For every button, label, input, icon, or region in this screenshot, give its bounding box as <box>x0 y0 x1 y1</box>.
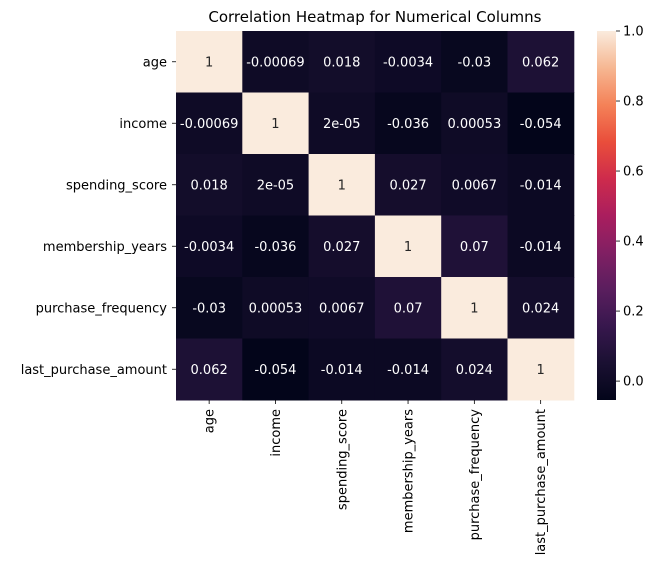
cell-annotation: -0.0034 <box>383 55 433 70</box>
cell-annotation: -0.014 <box>520 178 562 193</box>
cell-annotation: 1 <box>205 55 213 70</box>
cell-annotation: -0.054 <box>520 117 562 132</box>
heatmap-cell <box>308 277 376 339</box>
heatmap-cell <box>507 31 575 93</box>
heatmap-cell <box>441 338 508 401</box>
heatmap-cell <box>507 92 575 155</box>
colorbar-tick-label: 0.0 <box>623 375 644 390</box>
cell-annotation: -0.03 <box>458 55 492 70</box>
cell-annotation: 0.062 <box>522 55 559 70</box>
cell-annotation: 1 <box>338 178 346 193</box>
y-tick-label: income <box>119 117 167 132</box>
x-tick-label: purchase_frequency <box>468 409 483 541</box>
y-tick-label: membership_years <box>43 240 167 255</box>
heatmap-cell <box>176 338 243 401</box>
cell-annotation: 0.018 <box>323 55 360 70</box>
x-axis: age income spending_score membership_years p… <box>203 400 549 555</box>
heatmap-cell <box>242 215 310 278</box>
heatmap-cell <box>441 92 508 155</box>
heatmap-cell <box>374 92 442 155</box>
cell-annotation: 1 <box>404 240 412 255</box>
heatmap-cell <box>507 154 575 216</box>
x-tick-label: membership_years <box>402 409 417 533</box>
cell-annotation: 0.0067 <box>319 301 365 316</box>
x-tick-label: income <box>269 409 284 457</box>
cell-annotation: 0.024 <box>522 301 559 316</box>
cell-annotation: 0.07 <box>394 301 423 316</box>
cell-annotation: -0.03 <box>192 301 226 316</box>
cell-annotation: 1 <box>271 117 279 132</box>
x-tick-label: age <box>203 409 218 433</box>
colorbar-tick-label: 0.4 <box>623 235 644 250</box>
y-tick-label: purchase_frequency <box>36 301 168 316</box>
y-tick-label: last_purchase_amount <box>21 363 167 378</box>
heatmap-cell <box>441 31 508 93</box>
heatmap-cell <box>242 277 310 339</box>
y-axis: age income spending_score membership_yearsp… <box>21 55 176 378</box>
heatmap-cell <box>507 338 575 401</box>
cell-annotation: -0.036 <box>254 240 296 255</box>
colorbar-gradient <box>597 31 616 400</box>
cell-annotation: -0.00069 <box>246 55 304 70</box>
heatmap-cell <box>308 338 376 401</box>
heatmap-cell <box>374 277 442 339</box>
heatmap-cell <box>308 215 376 278</box>
heatmap-cell <box>507 277 575 339</box>
cell-annotation: 0.062 <box>191 363 228 378</box>
y-tick-label: spending_score <box>66 178 167 193</box>
colorbar-tick-label: 0.2 <box>623 305 644 320</box>
heatmap-cell <box>507 215 575 278</box>
cell-annotation: 0.07 <box>460 240 489 255</box>
cell-annotation: 0.027 <box>389 178 426 193</box>
heatmap-cell <box>374 338 442 401</box>
heatmap-cell <box>441 277 508 339</box>
heatmap-cells: 1 -0.00069 0.018 -0.0034 -0.03 0.062 -0.00069 1… <box>176 31 575 401</box>
heatmap-cell <box>176 215 243 278</box>
heatmap-cell <box>176 277 243 339</box>
y-tick-label: age <box>143 55 167 70</box>
colorbar: 0.0 0.2 0.4 0.6 0.8 1.0 <box>597 25 644 400</box>
cell-annotation: 2e-05 <box>257 178 295 193</box>
heatmap-cell <box>308 154 376 216</box>
cell-annotation: -0.014 <box>321 363 363 378</box>
cell-annotation: -0.054 <box>254 363 296 378</box>
colorbar-tick-label: 1.0 <box>623 25 644 40</box>
chart-title: Correlation Heatmap for Numerical Column… <box>208 8 541 26</box>
cell-annotation: 0.024 <box>456 363 493 378</box>
heatmap-cell <box>374 31 442 93</box>
heatmap-cell <box>242 31 310 93</box>
cell-annotation: 0.0067 <box>452 178 498 193</box>
heatmap-cell <box>308 31 376 93</box>
cell-annotation: -0.036 <box>387 117 429 132</box>
cell-annotation: 1 <box>537 363 545 378</box>
heatmap-cell <box>176 31 243 93</box>
heatmap-cell <box>374 154 442 216</box>
cell-annotation: 0.027 <box>323 240 360 255</box>
x-tick-label: spending_score <box>335 409 350 510</box>
heatmap-cell <box>176 154 243 216</box>
heatmap-cell <box>374 215 442 278</box>
cell-annotation: -0.0034 <box>184 240 234 255</box>
x-tick-label: last_purchase_amount <box>534 409 549 555</box>
cell-annotation: -0.014 <box>387 363 429 378</box>
cell-annotation: 2e-05 <box>323 117 361 132</box>
cell-annotation: -0.014 <box>520 240 562 255</box>
cell-annotation: 0.018 <box>191 178 228 193</box>
heatmap-cell <box>441 215 508 278</box>
cell-annotation: 0.00053 <box>447 117 501 132</box>
cell-annotation: -0.00069 <box>180 117 238 132</box>
cell-annotation: 0.00053 <box>249 301 303 316</box>
heatmap-cell <box>441 154 508 216</box>
cell-annotation: 1 <box>470 301 478 316</box>
colorbar-tick-label: 0.6 <box>623 165 644 180</box>
heatmap-cell <box>308 92 376 155</box>
heatmap-cell <box>242 338 310 401</box>
heatmap-cell <box>176 92 243 155</box>
heatmap-cell <box>242 92 310 155</box>
heatmap-cell <box>242 154 310 216</box>
colorbar-tick-label: 0.8 <box>623 95 644 110</box>
